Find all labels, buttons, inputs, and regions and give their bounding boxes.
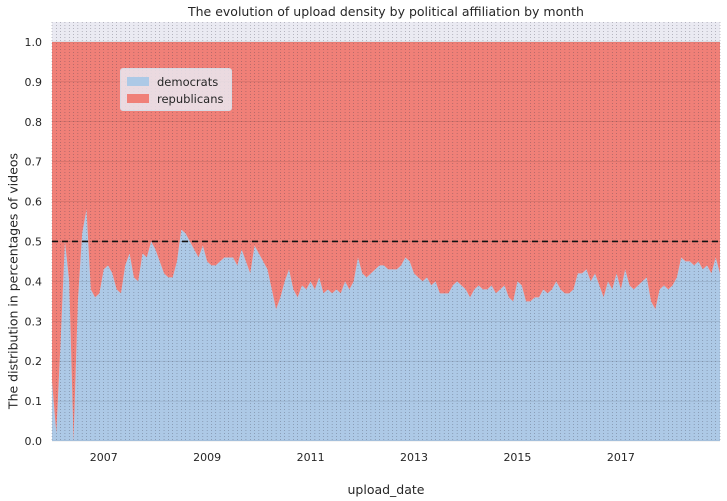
y-axis-label: The distribution in percentages of video…: [5, 152, 21, 410]
x-tick-label: 2017: [607, 451, 635, 464]
x-tick-label: 2013: [400, 451, 428, 464]
legend-swatch-democrats: [127, 77, 149, 86]
y-tick-label: 0.0: [25, 435, 43, 448]
chart-legend: democrats republicans: [120, 68, 233, 111]
y-tick-label: 0.5: [25, 235, 43, 248]
legend-label-republicans: republicans: [157, 91, 224, 106]
x-tick-label: 2011: [297, 451, 325, 464]
y-tick-label: 0.8: [25, 116, 43, 129]
y-tick-label: 0.7: [25, 156, 43, 169]
y-tick-label: 0.6: [25, 196, 43, 209]
legend-item-democrats: democrats: [127, 73, 223, 90]
legend-swatch-republicans: [127, 94, 149, 103]
chart-title: The evolution of upload density by polit…: [188, 4, 584, 19]
y-tick-label: 1.0: [25, 36, 43, 49]
x-axis-label: upload_date: [347, 482, 425, 497]
y-tick-label: 0.3: [25, 315, 43, 328]
y-tick-label: 0.1: [25, 395, 43, 408]
y-tick-label: 0.4: [25, 275, 43, 288]
x-tick-label: 2015: [503, 451, 531, 464]
legend-item-republicans: republicans: [127, 90, 223, 107]
x-tick-label: 2009: [193, 451, 221, 464]
x-tick-label: 2007: [90, 451, 118, 464]
legend-label-democrats: democrats: [157, 74, 219, 89]
y-tick-label: 0.2: [25, 355, 43, 368]
y-tick-label: 0.9: [25, 76, 43, 89]
area-democrats: [52, 209, 720, 441]
